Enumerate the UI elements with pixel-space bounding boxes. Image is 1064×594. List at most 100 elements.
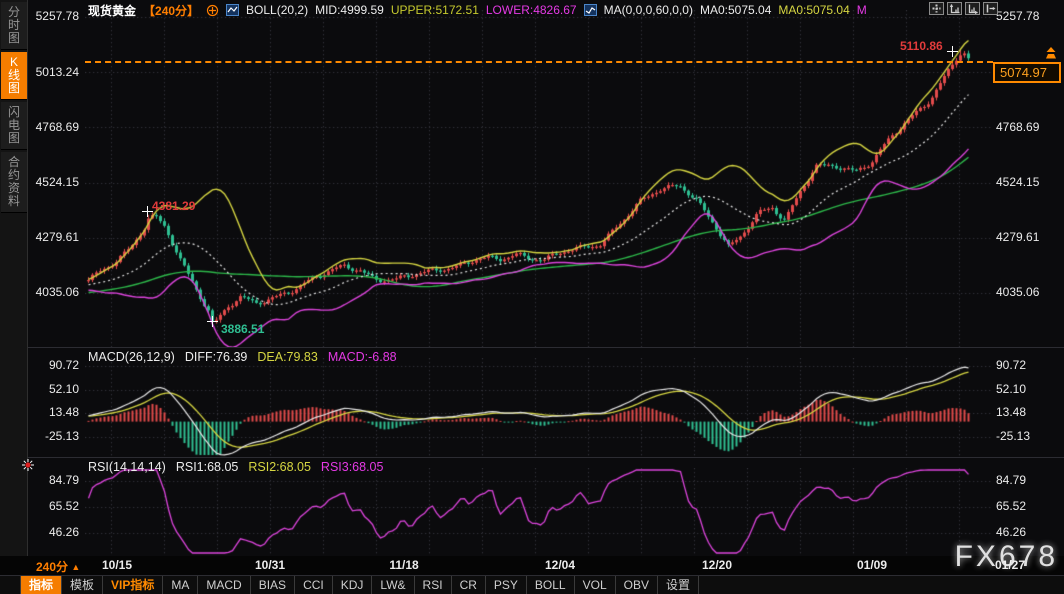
annotation-swing-high: 4381.29 — [152, 199, 196, 213]
toolbar-button-lwr[interactable]: LW& — [372, 576, 415, 594]
ma-indicator-icon[interactable] — [583, 4, 597, 16]
main-y-label: 5013.24 — [35, 65, 79, 79]
macd-macd-value: MACD:-6.88 — [327, 350, 397, 364]
date-tick: 01/27 — [994, 558, 1026, 572]
indicator-toolbar: 指标 模板 VIP指标 MA MACD BIAS CCI KDJ LW& RSI… — [0, 575, 1064, 594]
chart-window-tools — [929, 2, 998, 15]
toolbar-button-obv[interactable]: OBV — [616, 576, 658, 594]
toolbar-button-ma[interactable]: MA — [163, 576, 199, 594]
main-y-label: 4768.69 — [996, 120, 1040, 134]
toolbar-button-vip-indicators[interactable]: VIP指标 — [103, 576, 164, 594]
date-tick: 10/31 — [254, 558, 286, 572]
symbol-name: 现货黄金 — [88, 3, 137, 18]
swing-low-cross-marker — [207, 316, 218, 327]
main-y-label: 4524.15 — [35, 175, 79, 189]
main-y-label: 4768.69 — [35, 120, 79, 134]
date-tick: 12/04 — [544, 558, 576, 572]
fx678-watermark: FX678 — [954, 540, 1058, 573]
rsi-y-label: 46.26 — [48, 525, 79, 539]
ma0-value-yellow: MA0:5075.04 — [778, 3, 850, 17]
sidebar-tab-lightning[interactable]: 闪电图 — [1, 102, 27, 150]
toolbar-button-vol[interactable]: VOL — [575, 576, 616, 594]
ma0-value-white: MA0:5075.04 — [699, 3, 772, 17]
zoom-x-axis-icon[interactable] — [965, 2, 980, 15]
period-selector[interactable]: 240分 ▲ — [36, 560, 81, 574]
macd-dea-value: DEA:79.83 — [257, 350, 318, 364]
rsi2-value: RSI2:68.05 — [248, 460, 311, 474]
macd-y-label: 13.48 — [48, 405, 79, 419]
sidebar-tab-timeshare[interactable]: 分时图 — [1, 2, 27, 50]
current-price-line — [85, 61, 993, 63]
toolbar-button-cci[interactable]: CCI — [295, 576, 333, 594]
high-cross-marker — [947, 46, 958, 57]
macd-header: MACD(26,12,9) DIFF:76.39 DEA:79.83 MACD:… — [88, 350, 397, 364]
rsi-y-label: 65.52 — [996, 499, 1027, 513]
toolbar-button-bias[interactable]: BIAS — [251, 576, 296, 594]
panel-divider — [28, 347, 1064, 348]
ma-name: MA(0,0,0,60,0,0) — [603, 3, 693, 17]
rsi1-value: RSI1:68.05 — [175, 460, 239, 474]
rsi-title[interactable]: RSI(14,14,14) — [88, 460, 166, 474]
main-y-label: 4524.15 — [996, 175, 1040, 189]
toolbar-button-settings[interactable]: 设置 — [658, 576, 699, 594]
boll-lower-value: LOWER:4826.67 — [485, 3, 577, 17]
toolbar-button-boll[interactable]: BOLL — [527, 576, 575, 594]
m-indicator-label: M — [856, 3, 867, 17]
macd-chart[interactable] — [85, 358, 992, 457]
pan-right-icon[interactable] — [983, 2, 998, 15]
left-sidebar: 分时图 K线图 闪电图 合约资料 — [0, 0, 28, 556]
boll-name: BOLL(20,2) — [246, 3, 309, 17]
macd-y-label: -25.13 — [44, 429, 79, 443]
sidebar-tab-contract-info[interactable]: 合约资料 — [1, 152, 27, 213]
rsi-y-label: 84.79 — [996, 473, 1027, 487]
period-dropdown-arrow: ▲ — [71, 562, 81, 572]
date-tick: 10/15 — [101, 558, 133, 572]
date-tick: 12/20 — [701, 558, 733, 572]
panel-divider — [28, 457, 1064, 458]
rsi3-value: RSI3:68.05 — [320, 460, 384, 474]
date-tick: 01/09 — [856, 558, 888, 572]
price-marker-icon — [1044, 46, 1058, 60]
macd-y-label: 90.72 — [48, 358, 79, 372]
rsi-chart[interactable] — [85, 468, 992, 556]
macd-diff-value: DIFF:76.39 — [184, 350, 248, 364]
macd-y-label: 90.72 — [996, 358, 1027, 372]
rsi-y-label: 84.79 — [48, 473, 79, 487]
rsi-header: RSI(14,14,14) RSI1:68.05 RSI2:68.05 RSI3… — [88, 460, 383, 474]
annotation-swing-low: 3886.51 — [221, 322, 265, 336]
macd-y-label: 13.48 — [996, 405, 1027, 419]
crosshair-pin-icon[interactable] — [206, 4, 219, 17]
sidebar-tab-kline[interactable]: K线图 — [1, 52, 27, 100]
toolbar-button-templates[interactable]: 模板 — [62, 576, 104, 594]
macd-y-label: 52.10 — [48, 382, 79, 396]
main-y-label: 4035.06 — [35, 285, 79, 299]
toolbar-button-indicators[interactable]: 指标 — [20, 576, 63, 594]
toolbar-button-cr[interactable]: CR — [452, 576, 486, 594]
date-tick: 11/18 — [389, 558, 419, 572]
swing-high-cross-marker — [142, 206, 153, 217]
crosshair-tool-icon[interactable] — [929, 2, 944, 15]
toolbar-button-rsi[interactable]: RSI — [415, 576, 452, 594]
rsi-y-label: 46.26 — [996, 525, 1027, 539]
zoom-y-axis-icon[interactable] — [947, 2, 962, 15]
current-price-box: 5074.97 — [993, 62, 1061, 83]
toolbar-button-macd[interactable]: MACD — [198, 576, 251, 594]
boll-mid-value: MID:4999.59 — [315, 3, 384, 17]
main-y-label: 5257.78 — [35, 9, 79, 23]
toolbar-button-psy[interactable]: PSY — [486, 576, 527, 594]
toolbar-button-kdj[interactable]: KDJ — [333, 576, 373, 594]
period-label[interactable]: 【240分】 — [143, 3, 200, 18]
annotation-high: 5110.86 — [900, 39, 943, 53]
boll-indicator-icon[interactable] — [226, 4, 240, 16]
main-y-label: 4279.61 — [35, 230, 79, 244]
rsi-y-label: 65.52 — [48, 499, 79, 513]
macd-y-label: -25.13 — [996, 429, 1031, 443]
main-y-label: 5257.78 — [996, 9, 1040, 23]
chart-header: 现货黄金 【240分】 BOLL(20,2) MID:4999.59 UPPER… — [88, 2, 867, 18]
main-y-label: 4035.06 — [996, 285, 1040, 299]
main-price-chart[interactable] — [85, 10, 992, 347]
hot-indicator-icon[interactable] — [21, 458, 35, 472]
boll-upper-value: UPPER:5172.51 — [390, 3, 479, 17]
macd-title[interactable]: MACD(26,12,9) — [88, 350, 175, 364]
